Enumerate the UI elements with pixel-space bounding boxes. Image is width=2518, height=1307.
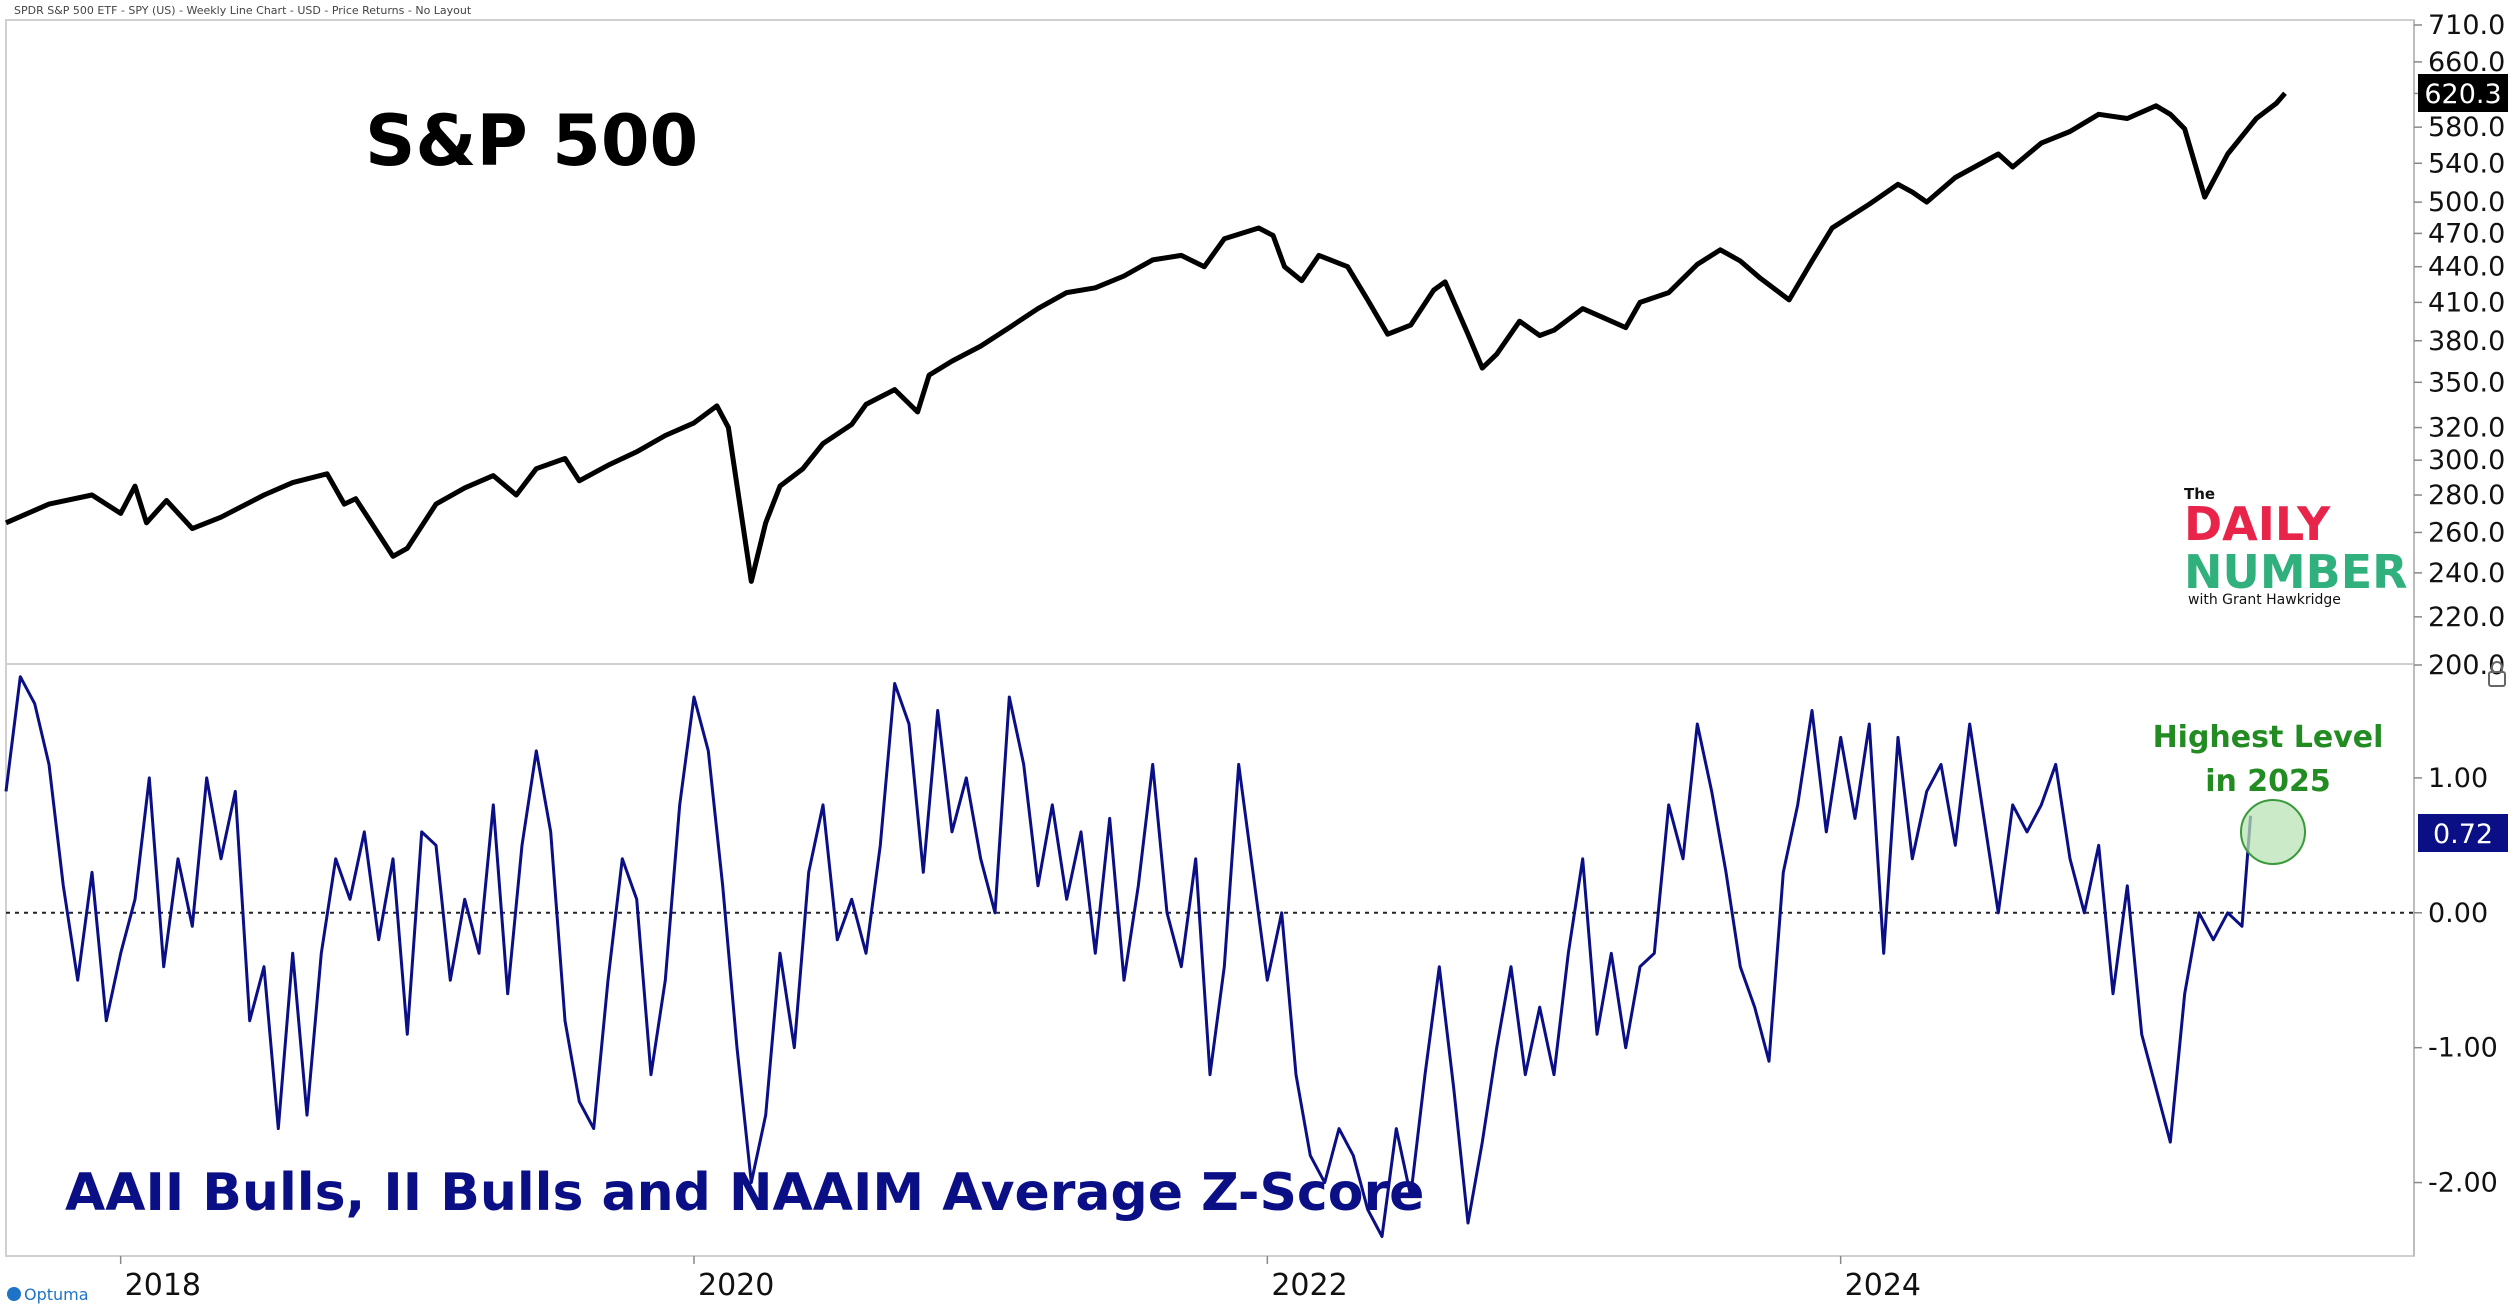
price-ytick-label: 410.0 [2428,287,2505,318]
price-ytick-label: 300.0 [2428,445,2505,476]
price-last-value-badge: 620.3 [2418,74,2508,112]
chart-info-header: SPDR S&P 500 ETF - SPY (US) - Weekly Lin… [14,4,472,17]
zscore-ytick-label: 1.00 [2428,763,2488,794]
xtick-label: 2024 [1845,1268,1921,1303]
bottom-chart-title: AAII Bulls, II Bulls and NAAIM Average Z… [65,1163,1424,1223]
optuma-mark: Optuma [7,1285,89,1304]
price-ytick-label: 240.0 [2428,558,2505,589]
price-y-axis: 710.0660.0620.0580.0540.0500.0470.0440.0… [2414,10,2505,681]
lock-icon[interactable] [2488,661,2506,687]
zscore-line [4,675,2253,1238]
price-ytick-label: 580.0 [2428,112,2505,143]
logo-byline: with Grant Hawkridge [2188,592,2341,608]
logo-daily: DAILY [2184,497,2331,551]
price-ytick-label: 200.0 [2428,650,2505,681]
zscore-last-value-badge: 0.72 [2418,814,2508,852]
zscore-last-value: 0.72 [2433,819,2493,850]
optuma-icon [7,1287,21,1301]
price-ytick-label: 280.0 [2428,480,2505,511]
annotation-line1: Highest Level [2153,720,2384,755]
price-ytick-label: 660.0 [2428,47,2505,78]
price-ytick-label: 320.0 [2428,413,2505,444]
zscore-ytick-label: 0.00 [2428,898,2488,929]
price-last-value: 620.3 [2424,79,2501,110]
price-ytick-label: 540.0 [2428,148,2505,179]
highlight-circle [2240,799,2306,865]
highest-level-annotation: Highest Level in 2025 [2153,720,2384,865]
optuma-label: Optuma [24,1285,89,1304]
top-chart-title: S&P 500 [365,100,698,182]
price-ytick-label: 440.0 [2428,252,2505,283]
price-ytick-label: 710.0 [2428,10,2505,41]
price-ytick-label: 380.0 [2428,326,2505,357]
zscore-ytick-label: -2.00 [2428,1168,2498,1199]
price-ytick-label: 260.0 [2428,517,2505,548]
logo-the: The [2184,485,2215,503]
zscore-y-axis: 1.00 0.00 -1.00 -2.00 [2414,763,2498,1199]
annotation-line2: in 2025 [2205,764,2331,799]
xtick-label: 2022 [1271,1268,1347,1303]
price-ytick-label: 470.0 [2428,218,2505,249]
xtick-label: 2018 [125,1268,201,1303]
zscore-ytick-label: -1.00 [2428,1033,2498,1064]
daily-number-logo: The DAILY NUMBER with Grant Hawkridge [2184,485,2408,608]
sp500-price-line [5,91,2287,584]
logo-number: NUMBER [2184,545,2408,599]
xtick-label: 2020 [698,1268,774,1303]
price-ytick-label: 500.0 [2428,187,2505,218]
price-ytick-label: 350.0 [2428,367,2505,398]
price-ytick-label: 220.0 [2428,602,2505,633]
x-axis: 2018 2020 2022 2024 [119,1256,1921,1303]
frames [5,19,2415,1257]
